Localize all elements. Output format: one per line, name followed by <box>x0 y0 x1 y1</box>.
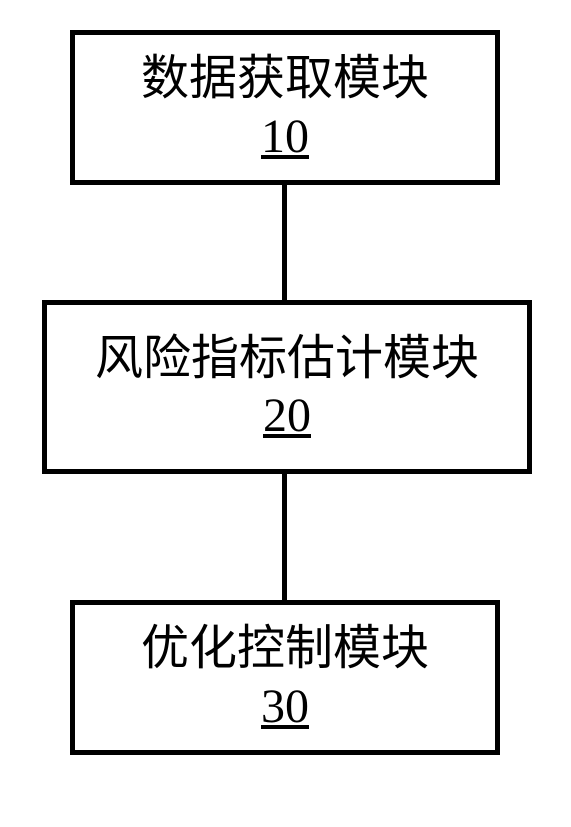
node-title: 数据获取模块 <box>141 51 429 106</box>
node-risk-estimate: 风险指标估计模块 20 <box>42 300 532 474</box>
node-title: 优化控制模块 <box>141 621 429 676</box>
diagram-canvas: 数据获取模块 10 风险指标估计模块 20 优化控制模块 30 <box>0 0 571 827</box>
node-number: 10 <box>261 109 309 164</box>
edge-n2-n3 <box>282 474 287 600</box>
node-number: 20 <box>263 388 311 443</box>
edge-n1-n2 <box>282 185 287 300</box>
node-data-acquire: 数据获取模块 10 <box>70 30 500 185</box>
node-number: 30 <box>261 679 309 734</box>
node-optimize-control: 优化控制模块 30 <box>70 600 500 755</box>
node-title: 风险指标估计模块 <box>95 331 479 386</box>
